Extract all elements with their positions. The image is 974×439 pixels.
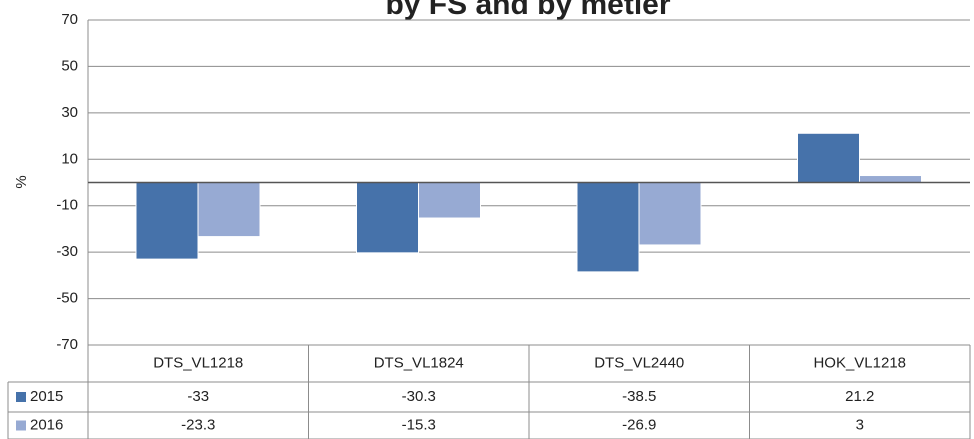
legend-label: 2016 xyxy=(30,416,63,433)
bar xyxy=(797,132,860,184)
legend-key xyxy=(16,392,26,402)
bar xyxy=(418,182,481,219)
table-cell: 21.2 xyxy=(845,388,874,405)
bar xyxy=(135,182,199,260)
bar xyxy=(197,182,261,238)
table-cell: -26.9 xyxy=(622,416,656,433)
x-tick-label: DTS_VL2440 xyxy=(594,354,684,371)
y-tick-label: 50 xyxy=(61,57,78,74)
x-tick-label: DTS_VL1824 xyxy=(374,354,464,371)
y-tick-label: -10 xyxy=(56,197,78,214)
y-tick-label: 70 xyxy=(61,11,78,28)
bar xyxy=(638,182,702,246)
legend-key xyxy=(16,420,26,431)
y-tick-label: 10 xyxy=(61,150,78,167)
bar xyxy=(859,175,922,184)
chart-title: by FS and by metier xyxy=(385,0,670,21)
table-cell: -33 xyxy=(187,388,209,405)
legend-label: 2015 xyxy=(30,388,63,405)
bar xyxy=(356,182,419,254)
table-cell: -15.3 xyxy=(402,416,436,433)
y-tick-label: -30 xyxy=(56,243,78,260)
x-tick-label: HOK_VL1218 xyxy=(813,354,906,371)
table-cell: -23.3 xyxy=(181,416,215,433)
y-tick-label: 30 xyxy=(61,104,78,121)
table-cell: -38.5 xyxy=(622,388,656,405)
bar xyxy=(576,182,640,273)
y-tick-label: -70 xyxy=(56,336,78,353)
table-cell: 3 xyxy=(856,416,864,433)
y-axis-label: % xyxy=(13,175,30,188)
table-cell: -30.3 xyxy=(402,388,436,405)
y-tick-label: -50 xyxy=(56,290,78,307)
x-tick-label: DTS_VL1218 xyxy=(153,354,243,371)
